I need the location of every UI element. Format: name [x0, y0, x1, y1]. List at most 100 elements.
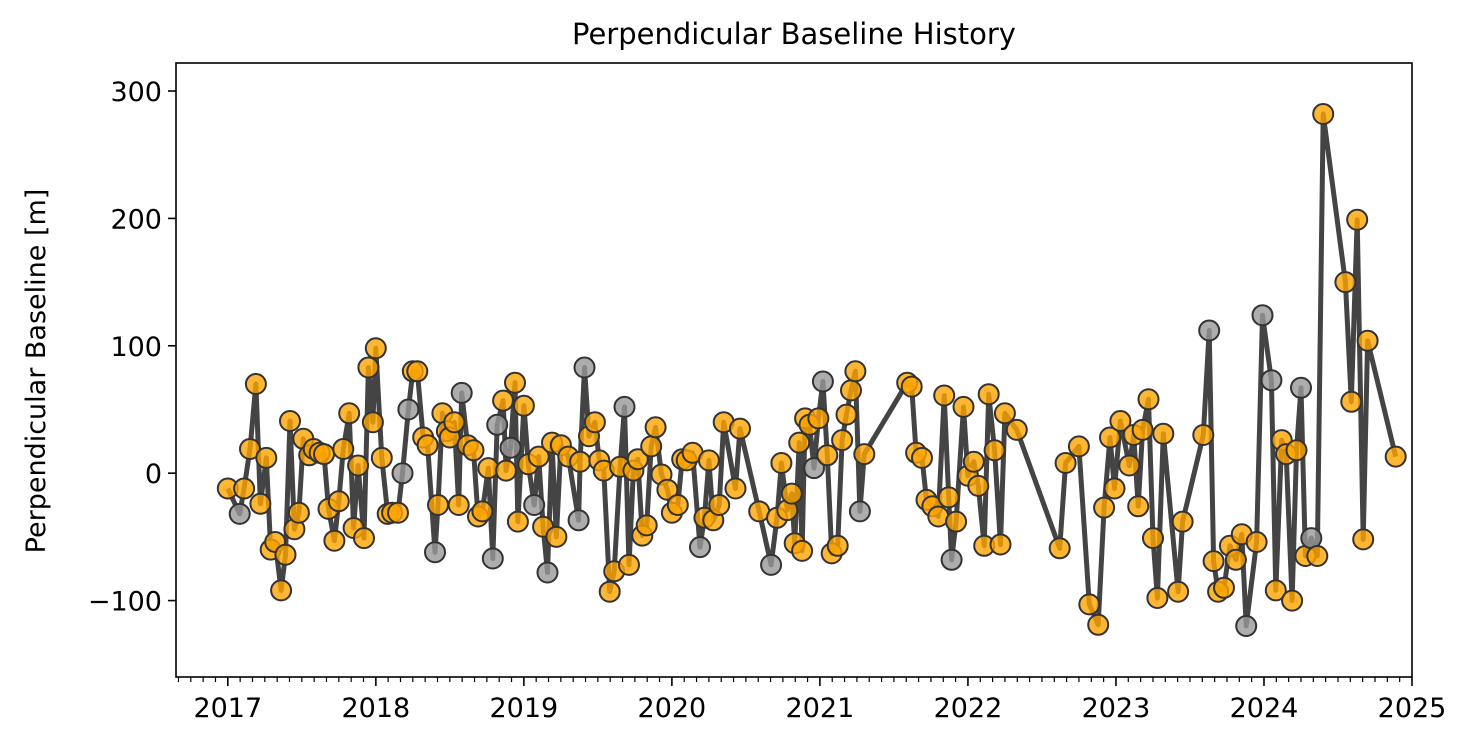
x-tick-label: 2023 — [1082, 693, 1151, 724]
data-point — [807, 407, 830, 430]
data-point — [729, 417, 751, 440]
data-point — [816, 444, 839, 467]
data-point — [255, 446, 278, 469]
data-point — [967, 474, 990, 497]
data-point-unused — [536, 561, 559, 584]
data-point — [791, 539, 814, 562]
x-tick-label: 2022 — [934, 693, 1003, 724]
data-point — [1127, 495, 1150, 518]
y-tick-label: 100 — [110, 332, 162, 363]
data-point — [1264, 579, 1287, 602]
data-point — [416, 434, 439, 457]
data-point — [1281, 589, 1304, 612]
data-point — [1054, 452, 1077, 474]
data-point — [1146, 587, 1169, 609]
data-point — [640, 435, 663, 458]
data-point-unused — [1260, 369, 1283, 392]
data-point — [952, 395, 975, 418]
data-point — [1192, 424, 1215, 446]
data-point — [840, 379, 862, 402]
data-point — [361, 411, 384, 434]
data-point — [347, 454, 370, 477]
x-tick-label: 2018 — [341, 693, 410, 724]
data-point — [462, 439, 485, 462]
data-point — [983, 439, 1006, 462]
plot-area — [216, 103, 1407, 637]
data-point — [635, 514, 658, 537]
x-tick-label: 2021 — [786, 693, 855, 724]
data-point — [545, 525, 568, 548]
y-tick-label: 300 — [110, 77, 162, 108]
data-point — [945, 510, 968, 533]
data-point — [249, 492, 272, 515]
data-point — [1099, 426, 1121, 449]
data-point-unused — [1290, 376, 1312, 399]
data-point — [911, 446, 933, 469]
data-point-unused — [567, 509, 590, 532]
data-point — [1093, 496, 1116, 519]
data-point — [569, 450, 592, 473]
data-point-unused — [523, 494, 546, 516]
data-point-unused — [499, 436, 522, 459]
data-point — [332, 438, 355, 460]
data-point — [835, 403, 858, 426]
data-point — [387, 501, 409, 524]
data-point-unused — [397, 398, 420, 421]
data-point — [406, 360, 429, 383]
data-point — [989, 533, 1012, 556]
data-point — [826, 534, 849, 557]
data-point — [618, 553, 640, 576]
data-point — [937, 486, 960, 509]
data-point — [1346, 208, 1369, 231]
data-point — [323, 529, 346, 552]
data-point — [853, 443, 876, 466]
data-point — [583, 411, 606, 434]
data-point — [1167, 580, 1190, 603]
data-point — [844, 360, 867, 383]
data-point-unused — [760, 553, 783, 576]
data-point — [443, 411, 466, 434]
data-point-unused — [811, 370, 834, 393]
data-point — [512, 394, 535, 417]
data-point — [933, 384, 956, 407]
data-point — [370, 446, 393, 469]
data-point — [492, 389, 515, 412]
data-point — [656, 478, 679, 501]
data-point-unused — [689, 536, 711, 559]
data-point — [313, 443, 335, 466]
data-point-unused — [1198, 319, 1221, 342]
data-point — [1078, 593, 1101, 616]
data-point — [1202, 550, 1225, 573]
data-point — [831, 429, 854, 452]
data-point — [244, 373, 267, 395]
data-point — [1340, 390, 1363, 413]
data-point — [1048, 537, 1071, 560]
data-point — [327, 490, 350, 513]
data-point — [708, 494, 731, 516]
data-point — [724, 477, 747, 500]
data-point — [364, 337, 387, 360]
plot-frame — [175, 62, 1413, 678]
data-point — [1334, 271, 1357, 294]
data-point — [962, 450, 985, 473]
data-point — [977, 383, 1000, 406]
data-point-unused — [486, 413, 509, 436]
data-point — [427, 494, 449, 516]
data-point — [495, 459, 518, 482]
data-point-unused — [228, 502, 251, 525]
data-point-unused — [481, 547, 504, 570]
data-point — [270, 579, 293, 602]
x-tick-label: 2020 — [638, 693, 707, 724]
data-point — [1109, 410, 1132, 432]
data-point — [1171, 510, 1194, 533]
data-point — [1137, 388, 1160, 411]
data-point — [666, 494, 689, 516]
data-point — [900, 375, 923, 398]
data-point — [357, 356, 380, 379]
data-point — [626, 448, 649, 471]
data-point — [1352, 528, 1375, 551]
x-tick-label: 2024 — [1230, 693, 1299, 724]
data-point-unused — [391, 462, 414, 485]
data-point-unused — [450, 381, 473, 404]
